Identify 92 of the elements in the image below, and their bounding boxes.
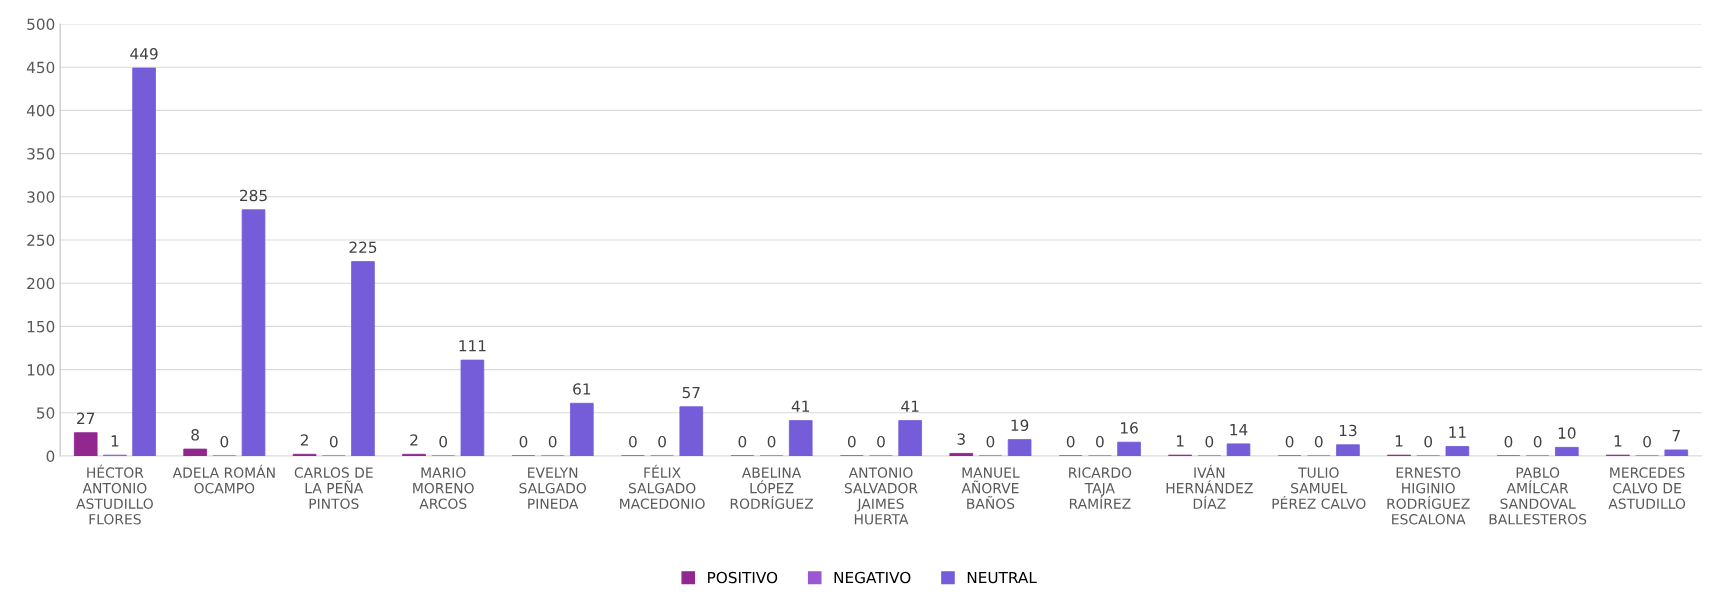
x-tick-label: MANUEL AÑORVE BAÑOS bbox=[961, 467, 1020, 509]
bar bbox=[788, 420, 813, 456]
legend-label: POSITIVO bbox=[708, 571, 778, 584]
y-tick-label: 200 bbox=[27, 277, 55, 290]
y-tick-label: 450 bbox=[26, 61, 55, 74]
data-label: 1 bbox=[1395, 435, 1403, 447]
y-tick-label: 250 bbox=[27, 234, 55, 247]
data-label: 0 bbox=[1424, 435, 1433, 448]
data-label: 0 bbox=[738, 435, 747, 448]
x-tick-label: MARIO MORENO ARCOS bbox=[413, 467, 474, 509]
data-label: 0 bbox=[519, 435, 528, 448]
bar bbox=[1336, 444, 1360, 456]
data-label: 3 bbox=[957, 433, 965, 445]
data-label: 0 bbox=[1285, 435, 1294, 448]
y-tick-label: 400 bbox=[26, 104, 55, 117]
data-label: 7 bbox=[1672, 430, 1680, 442]
bar bbox=[183, 448, 207, 456]
data-label: 0 bbox=[1314, 435, 1323, 448]
y-tick-label: 150 bbox=[27, 320, 55, 333]
data-label: 0 bbox=[1504, 435, 1513, 448]
bar bbox=[1664, 449, 1689, 456]
bar bbox=[460, 359, 485, 456]
data-label: 57 bbox=[682, 386, 700, 399]
data-label: 0 bbox=[220, 435, 229, 448]
data-label: 1 bbox=[1614, 435, 1622, 447]
x-tick-label: ANTONIO SALVADOR JAIMES HUERTA bbox=[844, 467, 918, 525]
data-label: 14 bbox=[1230, 424, 1248, 436]
data-label: 2 bbox=[300, 434, 308, 446]
data-label: 11 bbox=[1449, 426, 1466, 438]
data-label: 0 bbox=[1066, 435, 1075, 448]
y-tick-label: 300 bbox=[27, 191, 55, 203]
x-tick-label: EVELYN SALGADO PINEDA bbox=[519, 467, 586, 509]
data-label: 16 bbox=[1121, 422, 1138, 434]
data-label: 10 bbox=[1558, 427, 1576, 439]
bar bbox=[898, 420, 922, 456]
bar bbox=[1555, 446, 1579, 456]
x-tick-label: PABLO AMÍLCAR SANDOVAL BALLESTEROS bbox=[1489, 467, 1587, 525]
data-label: 8 bbox=[191, 429, 199, 441]
data-label: 41 bbox=[791, 400, 810, 412]
bar bbox=[1226, 443, 1251, 456]
data-label: 13 bbox=[1339, 424, 1357, 437]
bar bbox=[351, 261, 375, 456]
x-tick-label: FÉLIX SALGADO MACEDONIO bbox=[620, 464, 705, 509]
x-tick-label: IVÁN HERNÁNDEZ DÍAZ bbox=[1166, 464, 1253, 509]
data-label: 0 bbox=[1205, 435, 1214, 448]
data-label: 111 bbox=[459, 340, 486, 352]
data-label: 0 bbox=[1096, 435, 1104, 448]
data-label: 0 bbox=[1643, 435, 1651, 448]
data-label: 285 bbox=[240, 189, 267, 202]
data-label: 0 bbox=[329, 435, 338, 448]
y-tick-label: 500 bbox=[27, 18, 55, 31]
bar bbox=[1445, 446, 1470, 456]
legend-label: NEUTRAL bbox=[967, 571, 1037, 584]
x-tick-label: ADELA ROMÁN OCAMPO bbox=[172, 464, 275, 494]
data-label: 0 bbox=[548, 435, 557, 448]
data-label: 0 bbox=[629, 435, 637, 448]
bar bbox=[1117, 441, 1141, 456]
data-label: 0 bbox=[847, 435, 856, 448]
data-label: 0 bbox=[767, 435, 776, 448]
y-tick-label: 50 bbox=[37, 407, 55, 419]
y-tick-label: 350 bbox=[27, 148, 55, 160]
data-label: 0 bbox=[658, 435, 666, 448]
x-tick-label: CARLOS DE LA PEÑA PINTOS bbox=[294, 467, 373, 509]
data-label: 61 bbox=[573, 383, 591, 395]
bar bbox=[241, 209, 266, 456]
data-label: 0 bbox=[1533, 435, 1542, 448]
bar bbox=[570, 402, 594, 456]
x-tick-label: HÉCTOR ANTONIO ASTUDILLO FLORES bbox=[76, 464, 153, 525]
bar bbox=[73, 432, 98, 456]
y-tick-label: 100 bbox=[27, 364, 55, 376]
data-label: 1 bbox=[111, 435, 119, 447]
x-tick-label: MERCEDES CALVO DE ASTUDILLO bbox=[1608, 467, 1686, 509]
bar bbox=[132, 67, 156, 456]
bar bbox=[679, 406, 704, 456]
data-label: 449 bbox=[130, 47, 158, 60]
data-label: 41 bbox=[901, 400, 919, 412]
y-tick-label: 0 bbox=[46, 450, 55, 463]
x-tick-label: RICARDO TAJA RAMÍREZ bbox=[1069, 467, 1132, 509]
data-label: 225 bbox=[349, 241, 377, 254]
bar bbox=[949, 452, 974, 456]
x-tick-label: ERNESTO HIGINIO RODRÍGUEZ ESCALONA bbox=[1387, 467, 1470, 525]
x-tick-label: ABELINA LÓPEZ RODRÍGUEZ bbox=[730, 467, 814, 509]
x-tick-label: TULIO SAMUEL PÉREZ CALVO bbox=[1272, 467, 1366, 509]
data-label: 0 bbox=[877, 435, 885, 448]
data-label: 1 bbox=[1176, 435, 1184, 447]
data-label: 19 bbox=[1011, 419, 1029, 432]
legend-label: NEGATIVO bbox=[834, 571, 911, 584]
data-label: 0 bbox=[986, 435, 995, 448]
data-label: 0 bbox=[439, 435, 448, 448]
data-label: 2 bbox=[410, 434, 418, 446]
data-label: 27 bbox=[77, 412, 95, 424]
bar bbox=[1007, 439, 1032, 456]
